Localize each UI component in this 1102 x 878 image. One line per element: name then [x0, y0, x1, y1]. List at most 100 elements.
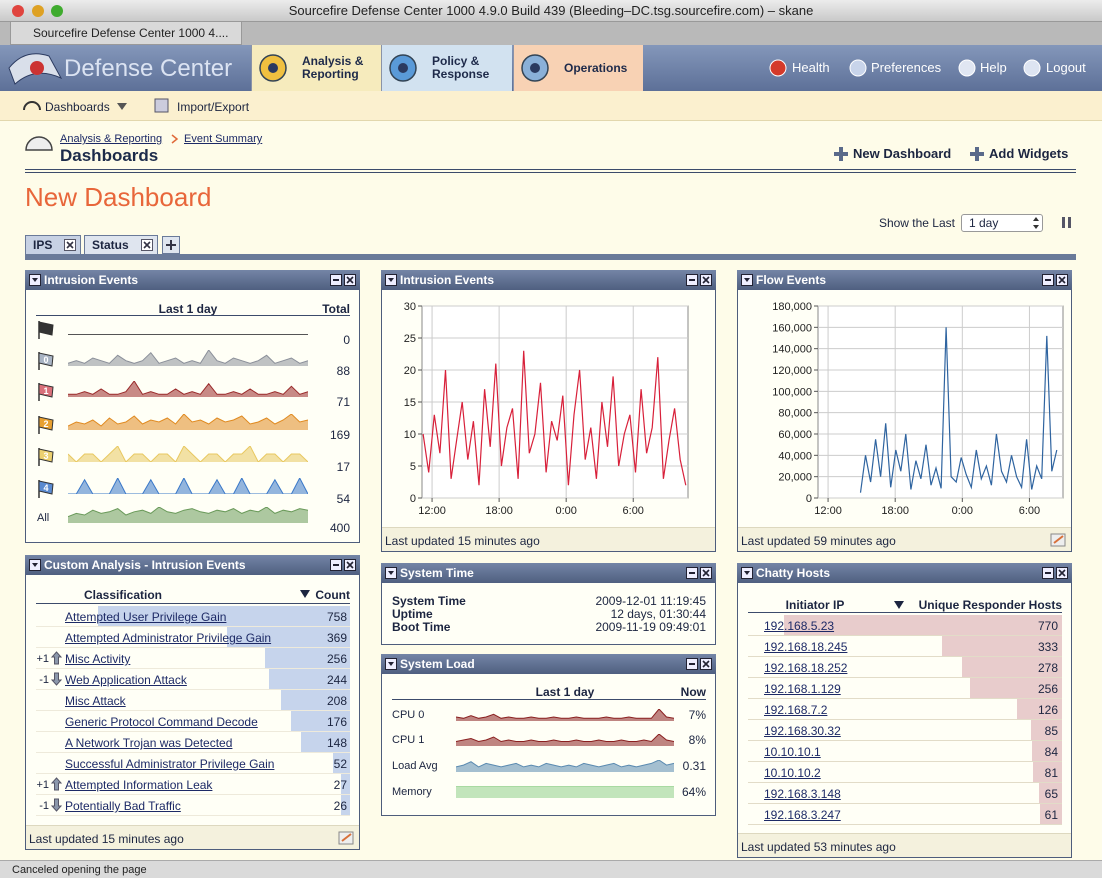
close-button[interactable] — [700, 658, 712, 670]
close-button[interactable] — [344, 559, 356, 571]
classification-link[interactable]: Attempted Administrator Privilege Gain — [65, 631, 272, 645]
collapse-button[interactable] — [385, 567, 397, 579]
widget-footer-text: Last updated 59 minutes ago — [741, 534, 896, 548]
pause-button[interactable] — [1061, 216, 1073, 230]
column-header: Classification — [83, 588, 163, 602]
sparkline-area — [68, 446, 308, 462]
y-tick-label: 10 — [404, 429, 416, 441]
classification-link[interactable]: Successful Administrator Privilege Gain — [65, 757, 275, 771]
load-label: CPU 1 — [392, 734, 425, 746]
collapse-button[interactable] — [29, 559, 41, 571]
sparkline — [68, 334, 308, 335]
widget-footer-text: Last updated 15 minutes ago — [29, 832, 184, 846]
browser-tab[interactable]: Sourcefire Defense Center 1000 4.... — [10, 22, 242, 45]
nav-link[interactable]: Logout — [1046, 60, 1086, 75]
plus-icon[interactable] — [833, 146, 849, 162]
host-link[interactable]: 192.168.3.247 — [764, 808, 841, 822]
host-link[interactable]: 192.168.7.2 — [764, 703, 828, 717]
nav-link[interactable]: Health — [792, 60, 830, 75]
classification-link[interactable]: Misc Attack — [65, 694, 126, 708]
action-link[interactable]: New Dashboard — [853, 146, 952, 161]
collapse-button[interactable] — [741, 567, 753, 579]
tab-close[interactable] — [141, 239, 153, 251]
host-link[interactable]: 192.168.5.23 — [764, 619, 835, 633]
change-label: +1 — [36, 653, 49, 665]
close-button[interactable] — [344, 274, 356, 286]
collapse-button[interactable] — [741, 274, 753, 286]
host-link[interactable]: 192.168.3.148 — [764, 787, 841, 801]
classification-link[interactable]: A Network Trojan was Detected — [65, 736, 233, 750]
classification-link[interactable]: Attempted User Privilege Gain — [65, 610, 227, 624]
count-value: 770 — [1037, 619, 1058, 633]
classification-link[interactable]: Attempted Information Leak — [65, 778, 213, 792]
sparkline-area — [68, 381, 308, 397]
line-chart: 0 5 10 15 20 25 30 12:00 18:00 0:00 6:00 — [404, 301, 689, 517]
breadcrumb-link[interactable]: Event Summary — [184, 133, 263, 145]
tab-close[interactable] — [64, 239, 76, 251]
flag-shape — [38, 448, 54, 463]
row-separator — [748, 656, 1062, 657]
widget-footer-text: Last updated 15 minutes ago — [385, 534, 540, 548]
collapse-button[interactable] — [29, 274, 41, 286]
classification-link[interactable]: Potentially Bad Traffic — [65, 799, 181, 813]
close-button[interactable] — [1056, 567, 1068, 579]
sparkline-area — [456, 734, 674, 746]
host-link[interactable]: 10.10.10.2 — [764, 766, 821, 780]
icon-shape — [25, 136, 53, 151]
host-link[interactable]: 192.168.18.252 — [764, 661, 848, 675]
add-tab[interactable] — [162, 236, 180, 254]
flag-label: 4 — [43, 483, 48, 493]
header-rule — [748, 612, 1062, 613]
icon-shape — [32, 563, 38, 567]
range-select[interactable] — [961, 214, 1043, 232]
close-button[interactable] — [1056, 274, 1068, 286]
subnav-link[interactable]: Import/Export — [177, 100, 250, 114]
subnav-link[interactable]: Dashboards — [45, 100, 110, 114]
sparkline-area — [68, 414, 308, 430]
action-link[interactable]: Add Widgets — [989, 146, 1069, 161]
icon-shape — [388, 278, 394, 282]
y-tick-label: 100,000 — [772, 386, 812, 398]
minimize-button[interactable] — [686, 658, 698, 670]
classification-link[interactable]: Misc Activity — [65, 652, 131, 666]
minimize-button[interactable] — [1042, 567, 1054, 579]
host-link[interactable]: 192.168.1.129 — [764, 682, 841, 696]
close-button[interactable] — [700, 274, 712, 286]
trend-arrow — [51, 651, 62, 665]
load-label: Memory — [392, 786, 432, 798]
window-buttons[interactable] — [0, 0, 70, 22]
count-value: 61 — [1044, 808, 1058, 822]
icon-shape — [346, 276, 354, 284]
column-header[interactable]: Count — [315, 588, 350, 602]
select-arrows — [1033, 217, 1039, 229]
sparkline-line — [456, 734, 674, 743]
column-header: Initiator IP — [785, 598, 845, 612]
column-header[interactable]: Unique Responder Hosts — [918, 598, 1062, 612]
dashboard-tab[interactable] — [84, 235, 158, 255]
settings-icon[interactable] — [1050, 531, 1068, 549]
row-separator — [36, 815, 350, 816]
breadcrumb-link[interactable]: Analysis & Reporting — [60, 133, 163, 145]
load-now: 0.31 — [682, 759, 706, 773]
minimize-button[interactable] — [686, 567, 698, 579]
icon-shape — [23, 101, 41, 111]
host-link[interactable]: 192.168.18.245 — [764, 640, 848, 654]
nav-link[interactable]: Help — [980, 60, 1007, 75]
classification-link[interactable]: Web Application Attack — [65, 673, 187, 687]
plus-icon[interactable] — [969, 146, 985, 162]
y-tick-label: 140,000 — [772, 344, 812, 356]
minimize-button[interactable] — [330, 274, 342, 286]
collapse-button[interactable] — [385, 658, 397, 670]
settings-icon[interactable] — [338, 829, 356, 847]
host-link[interactable]: 192.168.30.32 — [764, 724, 841, 738]
minimize-button[interactable] — [330, 559, 342, 571]
host-link[interactable]: 10.10.10.1 — [764, 745, 821, 759]
collapse-button[interactable] — [385, 274, 397, 286]
minimize-button[interactable] — [1042, 274, 1054, 286]
minimize-button[interactable] — [686, 274, 698, 286]
y-tick-label: 5 — [410, 461, 416, 473]
classification-link[interactable]: Generic Protocol Command Decode — [65, 715, 258, 729]
nav-link[interactable]: Preferences — [871, 60, 942, 75]
close-button[interactable] — [700, 567, 712, 579]
